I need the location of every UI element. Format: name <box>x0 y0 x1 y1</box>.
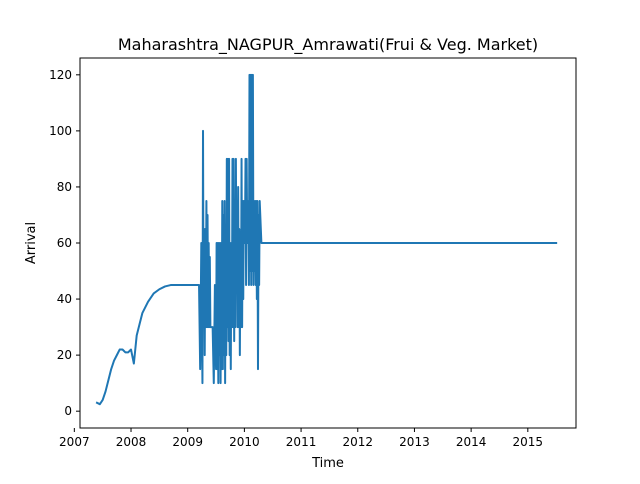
x-tick-label: 2008 <box>116 435 147 449</box>
y-tick-label: 40 <box>57 292 72 306</box>
series-layer <box>95 73 558 406</box>
y-tick-label: 100 <box>49 124 72 138</box>
x-tick-label: 2012 <box>342 435 373 449</box>
axes-frame <box>79 57 577 429</box>
x-tick-label: 2011 <box>286 435 317 449</box>
series-line-0 <box>95 73 558 406</box>
chart-title: Maharashtra_NAGPUR_Amrawati(Frui & Veg. … <box>118 35 538 55</box>
y-tick-label: 0 <box>64 404 72 418</box>
x-axis: 2007 2008 2009 2010 2011 2012 2013 2014 2015 <box>59 428 543 449</box>
x-tick-label: 2009 <box>172 435 203 449</box>
x-tick-label: 2013 <box>399 435 430 449</box>
y-tick-label: 20 <box>57 348 72 362</box>
x-axis-label: Time <box>311 456 344 471</box>
plot-area: 2007 2008 2009 2010 2011 2012 2013 2014 2015 0 20… <box>49 57 577 449</box>
x-tick-label: 2014 <box>456 435 487 449</box>
y-tick-label: 80 <box>57 180 72 194</box>
x-tick-label: 2015 <box>513 435 544 449</box>
x-tick-label: 2010 <box>229 435 260 449</box>
y-tick-label: 60 <box>57 236 72 250</box>
x-tick-label: 2007 <box>59 435 90 449</box>
y-axis: 0 20 40 60 80 100 120 <box>49 68 80 418</box>
y-tick-label: 120 <box>49 68 72 82</box>
y-axis-label: Arrival <box>24 222 39 264</box>
